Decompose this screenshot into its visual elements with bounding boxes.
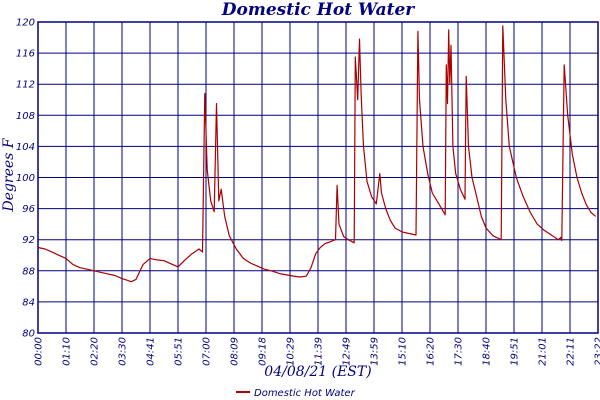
x-tick-label: 00:00 [34, 337, 45, 366]
x-tick-label: 08:09 [230, 337, 241, 366]
x-axis-label: 04/08/21 (EST) [264, 364, 371, 380]
x-tick-label: 01:10 [62, 337, 73, 366]
grid-lines [38, 22, 598, 333]
y-tick-label: 104 [16, 142, 35, 153]
x-tick-label: 12:49 [342, 337, 353, 366]
x-tick-label: 11:39 [314, 337, 325, 366]
y-tick-label: 88 [22, 266, 35, 277]
x-tick-label: 10:29 [286, 337, 297, 366]
x-tick-label: 13:59 [370, 337, 381, 366]
x-tick-label: 22:11 [566, 337, 577, 366]
x-tick-label: 17:30 [454, 337, 465, 366]
y-tick-label: 84 [22, 297, 35, 308]
legend: Domestic Hot Water [236, 388, 356, 399]
y-tick-label: 120 [16, 18, 35, 29]
y-tick-label: 92 [22, 235, 35, 246]
x-tick-label: 19:51 [510, 337, 521, 366]
x-tick-label: 21:01 [538, 337, 549, 366]
x-tick-label: 23:22 [594, 337, 600, 366]
x-tick-label: 05:51 [174, 337, 185, 366]
y-tick-label: 116 [16, 49, 35, 60]
x-tick-label: 09:18 [258, 337, 269, 366]
series-line-domestic-hot-water [37, 25, 597, 283]
y-tick-labels: 80 84 88 92 96 100 104 108 112 116 120 [16, 18, 35, 340]
x-tick-labels: 00:00 01:10 02:20 03:30 04:41 05:51 07:00 08:09… [34, 337, 600, 366]
y-tick-label: 100 [16, 173, 35, 184]
x-tick-label: 03:30 [118, 337, 129, 366]
legend-label: Domestic Hot Water [254, 388, 356, 399]
x-tick-label: 18:40 [482, 337, 493, 366]
y-axis-label: Degrees F [1, 137, 17, 212]
x-tick-label: 02:20 [90, 337, 101, 366]
y-tick-label: 80 [22, 329, 35, 340]
y-tick-label: 108 [16, 111, 35, 122]
x-tick-label: 16:20 [426, 337, 437, 366]
x-tick-label: 15:10 [398, 337, 409, 366]
chart-title: Domestic Hot Water [221, 0, 416, 20]
x-tick-label: 04:41 [146, 337, 157, 366]
y-tick-label: 112 [16, 80, 35, 91]
x-tick-label: 07:00 [202, 337, 213, 366]
y-tick-label: 96 [22, 204, 35, 215]
